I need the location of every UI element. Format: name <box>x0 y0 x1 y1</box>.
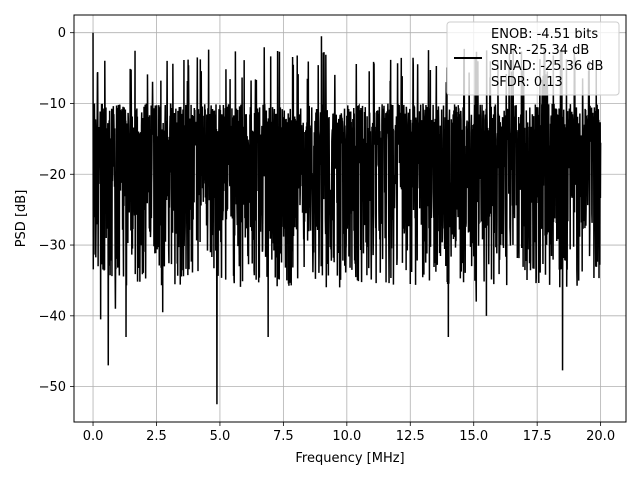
x-tick-label: 0.0 <box>83 429 104 444</box>
y-tick-label: −20 <box>39 168 66 183</box>
x-tick-label: 5.0 <box>210 429 231 444</box>
legend-entry: ENOB: -4.51 bits <box>491 27 598 42</box>
y-tick-label: −30 <box>39 239 66 254</box>
psd-trace <box>92 32 602 405</box>
x-tick-label: 17.5 <box>523 429 552 444</box>
legend: ENOB: -4.51 bits SNR: -25.34 dB SINAD: -… <box>446 21 620 96</box>
x-tick-label: 7.5 <box>273 429 294 444</box>
y-tick-label: 0 <box>58 26 66 41</box>
legend-entry: SFDR: 0.13 <box>491 75 563 90</box>
psd-series <box>92 32 602 405</box>
y-axis: 0 −10 −20 −30 −40 −50 <box>39 26 74 395</box>
y-tick-label: −50 <box>39 380 66 395</box>
axes-frame <box>73 14 627 423</box>
x-tick-label: 10.0 <box>332 429 361 444</box>
x-tick-label: 15.0 <box>459 429 488 444</box>
x-tick-label: 20.0 <box>586 429 615 444</box>
x-tick-label: 2.5 <box>146 429 167 444</box>
legend-entry: SNR: -25.34 dB <box>491 43 589 58</box>
x-axis-label: Frequency [MHz] <box>295 451 404 466</box>
y-axis-label: PSD [dB] <box>14 190 29 248</box>
legend-entry: SINAD: -25.36 dB <box>491 59 603 74</box>
x-axis: 0.0 2.5 5.0 7.5 10.0 12.5 15.0 17.5 20.0 <box>83 422 615 444</box>
x-tick-label: 12.5 <box>396 429 425 444</box>
y-tick-label: −10 <box>39 97 66 112</box>
plot-area <box>92 32 602 405</box>
legend-box <box>446 21 620 96</box>
y-tick-label: −40 <box>39 309 66 324</box>
